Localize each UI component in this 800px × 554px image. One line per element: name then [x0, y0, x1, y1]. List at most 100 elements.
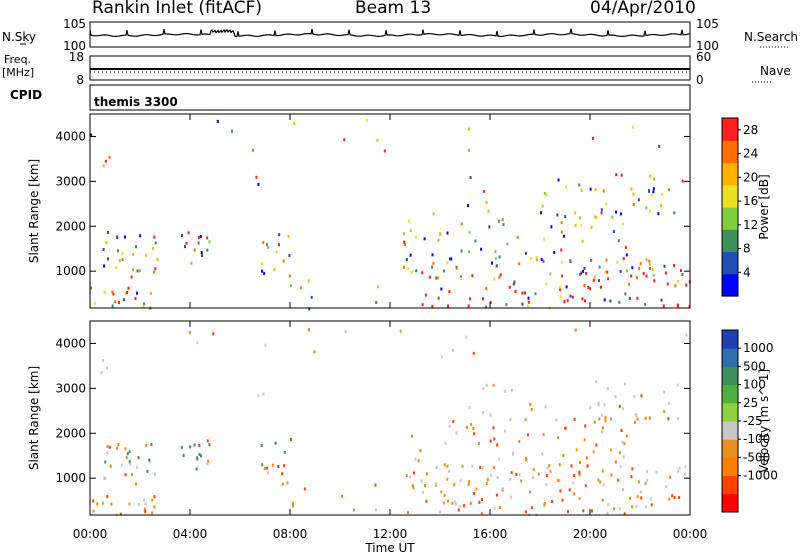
power-cell	[376, 138, 379, 142]
velocity-cell	[684, 465, 687, 469]
velocity-cell	[669, 475, 672, 479]
velocity-cell	[128, 450, 131, 454]
noise-left-tick: 100	[63, 39, 86, 53]
velocity-cell	[124, 473, 127, 477]
velocity-cell	[412, 486, 415, 490]
power-cell	[143, 302, 146, 306]
velocity-cell	[469, 501, 472, 505]
velocity-cell	[148, 460, 151, 464]
velocity-cell	[614, 460, 617, 464]
power-cell	[278, 243, 280, 247]
power-cell	[578, 216, 581, 220]
velocity-cell	[648, 416, 651, 420]
power-cell	[489, 301, 492, 305]
nave-label: Nave	[760, 64, 791, 78]
velocity-cell	[618, 404, 621, 408]
power-cell	[483, 190, 486, 193]
power-cell	[639, 262, 642, 266]
power-cell	[649, 266, 651, 270]
power-cell	[681, 179, 684, 183]
power-cell	[152, 247, 155, 251]
velocity-cell	[564, 426, 567, 430]
power-cell	[446, 261, 449, 265]
power-colorbar-label: 20	[743, 170, 758, 184]
power-cell	[154, 241, 157, 245]
power-cell	[112, 292, 115, 296]
power-cell	[595, 215, 598, 219]
power-cell	[257, 182, 260, 186]
velocity-cell	[200, 454, 202, 458]
power-cell	[104, 159, 107, 163]
power-cell	[534, 292, 537, 296]
velocity-cell	[440, 490, 443, 494]
velocity-cell	[467, 483, 470, 486]
power-cell	[574, 224, 577, 227]
velocity-cell	[673, 496, 676, 500]
velocity-cell	[496, 476, 499, 479]
power-cell	[582, 269, 585, 273]
velocity-cell	[668, 402, 671, 406]
velocity-cell	[344, 330, 347, 334]
velocity-cell	[414, 457, 417, 461]
power-cell	[545, 193, 548, 197]
velocity-cell	[492, 383, 495, 387]
velocity-cell	[557, 436, 560, 440]
velocity-cell	[515, 473, 518, 476]
power-colorbar-segment	[722, 140, 738, 164]
power-cell	[154, 267, 157, 271]
power-cell	[543, 237, 546, 241]
velocity-cell	[636, 417, 639, 421]
velocity-cell	[631, 505, 634, 509]
velocity-cell	[292, 504, 295, 508]
velocity-colorbar-label: -1000	[743, 469, 778, 483]
power-cell	[267, 246, 270, 249]
power-cell	[645, 274, 648, 278]
velocity-cell	[625, 434, 628, 438]
power-colorbar-segment	[722, 229, 738, 253]
velocity-cell	[128, 460, 131, 464]
power-cell	[628, 282, 631, 286]
velocity-cell	[459, 505, 462, 509]
x-axis-tick-label: 12:00	[373, 527, 408, 541]
velocity-cell	[678, 466, 681, 470]
velocity-cell	[106, 495, 109, 498]
velocity-cell	[562, 454, 565, 457]
power-cell	[663, 264, 666, 268]
velocity-cell	[512, 451, 515, 455]
velocity-cell	[446, 464, 449, 468]
velocity-cell	[453, 500, 456, 504]
velocity-cell	[281, 482, 284, 486]
velocity-data-cells	[92, 328, 688, 517]
velocity-cell	[600, 430, 603, 434]
velocity-cell	[498, 506, 501, 509]
velocity-cell	[477, 441, 480, 445]
power-cell	[514, 289, 517, 293]
power-cell	[652, 190, 655, 194]
power-cell	[208, 240, 211, 244]
velocity-cell	[524, 418, 527, 422]
power-colorbar-segment	[722, 207, 738, 230]
velocity-cell	[606, 511, 609, 515]
velocity-cell	[583, 438, 586, 442]
freq-right-tick: 0	[696, 73, 704, 87]
power-cell	[437, 238, 440, 242]
velocity-cell	[443, 463, 446, 467]
velocity-cell	[619, 465, 622, 469]
power-cell	[657, 212, 660, 216]
power-cell	[485, 201, 488, 204]
velocity-cell	[417, 459, 420, 463]
power-cell	[516, 235, 519, 239]
velocity-cell	[453, 483, 456, 487]
velocity-cell	[468, 480, 471, 484]
velocity-colorbar-label: 25	[743, 396, 758, 410]
power-cell	[105, 241, 108, 245]
velocity-cell	[180, 445, 183, 449]
power-cell	[130, 275, 133, 279]
power-cell	[415, 269, 418, 273]
velocity-cell	[637, 480, 640, 484]
power-cell	[620, 173, 623, 177]
power-cell	[467, 204, 469, 208]
velocity-cell	[604, 416, 607, 420]
velocity-cell	[420, 479, 423, 483]
